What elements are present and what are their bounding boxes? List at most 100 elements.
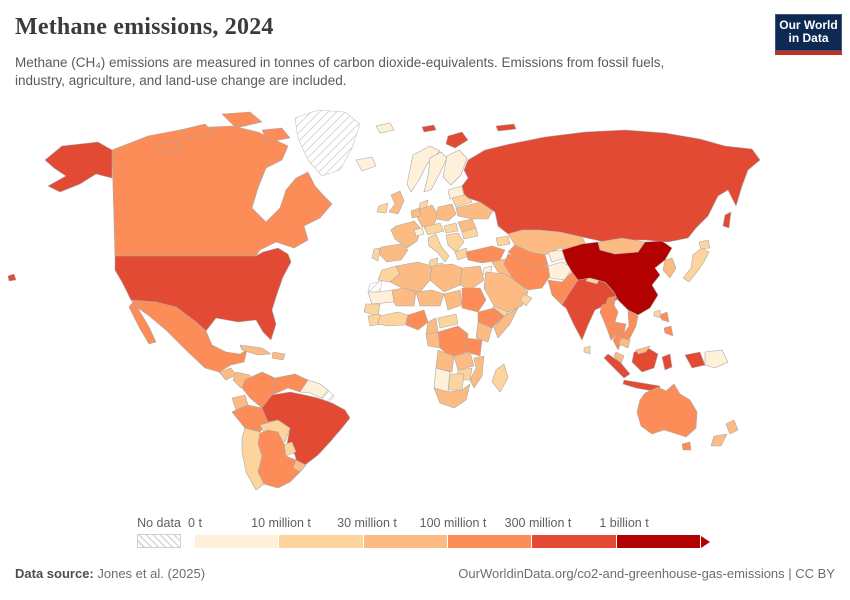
legend-bin-1[interactable] bbox=[195, 535, 280, 548]
country-algeria[interactable] bbox=[389, 261, 433, 293]
country-italy[interactable] bbox=[427, 233, 450, 263]
country-uk[interactable] bbox=[388, 190, 405, 215]
country-tanzania[interactable] bbox=[465, 337, 483, 357]
country-poland[interactable] bbox=[435, 203, 457, 222]
country-new-zealand-south[interactable] bbox=[710, 433, 728, 447]
country-taiwan[interactable] bbox=[653, 309, 662, 319]
country-switzerland[interactable] bbox=[413, 227, 425, 237]
legend-bin-4[interactable] bbox=[447, 535, 533, 548]
country-papua-new-guinea[interactable] bbox=[704, 349, 729, 369]
country-hispaniola[interactable] bbox=[271, 351, 286, 361]
country-greenland[interactable] bbox=[294, 109, 361, 177]
country-mexico[interactable] bbox=[130, 299, 248, 373]
country-cambodia[interactable] bbox=[618, 337, 631, 349]
country-oman[interactable] bbox=[519, 293, 533, 307]
country-sweden[interactable] bbox=[423, 151, 448, 193]
country-czech-austria[interactable] bbox=[423, 222, 445, 236]
country-russia-novaya-zemlya[interactable] bbox=[445, 131, 469, 149]
country-japan[interactable] bbox=[682, 247, 710, 283]
country-angola[interactable] bbox=[435, 349, 455, 373]
country-russia-sakhalin[interactable] bbox=[722, 211, 732, 229]
country-western-sahara[interactable] bbox=[367, 280, 383, 293]
country-somalia[interactable] bbox=[493, 307, 519, 339]
country-zambia[interactable] bbox=[453, 351, 475, 371]
country-afghanistan[interactable] bbox=[547, 261, 573, 281]
country-ethiopia[interactable] bbox=[477, 307, 505, 329]
country-russia[interactable] bbox=[461, 129, 761, 243]
country-chile[interactable] bbox=[241, 427, 265, 491]
country-mali[interactable] bbox=[391, 287, 417, 307]
country-canada[interactable] bbox=[111, 125, 333, 257]
legend-tick-2: 30 million t bbox=[337, 516, 397, 530]
legend-bin-2[interactable] bbox=[279, 535, 364, 548]
country-bulgaria[interactable] bbox=[461, 227, 479, 240]
country-russia-arctic-island[interactable] bbox=[495, 123, 517, 132]
country-mongolia[interactable] bbox=[597, 237, 646, 255]
country-thailand[interactable] bbox=[612, 321, 627, 351]
owid-logo[interactable]: Our World in Data bbox=[775, 14, 842, 55]
country-philippines[interactable] bbox=[659, 311, 670, 323]
country-niger[interactable] bbox=[415, 289, 445, 307]
country-mozambique[interactable] bbox=[469, 355, 485, 389]
country-usa-hawaii[interactable] bbox=[7, 273, 17, 282]
legend-bin-6[interactable] bbox=[616, 535, 701, 548]
country-south-africa[interactable] bbox=[433, 383, 471, 409]
attribution: OurWorldinData.org/co2-and-greenhouse-ga… bbox=[458, 566, 835, 581]
legend-tick-1: 10 million t bbox=[251, 516, 311, 530]
legend-no-data-swatch[interactable] bbox=[137, 534, 181, 548]
country-myanmar[interactable] bbox=[599, 301, 620, 341]
country-benelux[interactable] bbox=[410, 207, 422, 219]
country-indonesia-papua[interactable] bbox=[684, 351, 706, 369]
country-egypt[interactable] bbox=[459, 265, 485, 291]
country-sudan[interactable] bbox=[461, 287, 487, 313]
country-france[interactable] bbox=[390, 220, 422, 249]
country-russia-arctic-island[interactable] bbox=[421, 124, 437, 133]
country-svalbard[interactable] bbox=[375, 122, 395, 134]
country-iceland[interactable] bbox=[355, 156, 377, 172]
country-madagascar[interactable] bbox=[491, 363, 509, 393]
country-spain[interactable] bbox=[378, 243, 409, 263]
country-iran[interactable] bbox=[503, 253, 551, 291]
country-libya[interactable] bbox=[429, 263, 463, 293]
owid-logo-text: Our World in Data bbox=[775, 14, 842, 51]
country-caucasus[interactable] bbox=[495, 235, 511, 247]
country-usa-alaska[interactable] bbox=[44, 141, 113, 193]
country-finland[interactable] bbox=[442, 149, 468, 186]
legend-bin-3[interactable] bbox=[363, 535, 448, 548]
country-canada-island[interactable] bbox=[157, 139, 181, 155]
data-source-label: Data source: bbox=[15, 566, 94, 581]
country-korea[interactable] bbox=[662, 257, 677, 279]
country-nigeria[interactable] bbox=[405, 309, 429, 331]
country-brazil[interactable] bbox=[261, 391, 351, 469]
country-canada-island[interactable] bbox=[261, 127, 291, 143]
country-new-zealand-north[interactable] bbox=[725, 419, 739, 435]
country-mauritania[interactable] bbox=[367, 289, 395, 305]
country-botswana[interactable] bbox=[447, 373, 465, 391]
country-canada-island[interactable] bbox=[179, 123, 216, 141]
country-australia-tasmania[interactable] bbox=[681, 441, 692, 451]
country-indonesia-sumatra[interactable] bbox=[603, 353, 631, 379]
world-map bbox=[7, 109, 761, 491]
country-central-african-republic[interactable] bbox=[437, 313, 459, 329]
country-ireland[interactable] bbox=[376, 202, 389, 214]
country-philippines[interactable] bbox=[663, 325, 674, 337]
country-chad[interactable] bbox=[443, 289, 463, 311]
country-cameroon[interactable] bbox=[425, 317, 439, 335]
country-indonesia-sulawesi[interactable] bbox=[661, 353, 673, 371]
country-cuba[interactable] bbox=[239, 344, 272, 356]
country-malaysia-borneo[interactable] bbox=[635, 345, 651, 355]
country-gabon-congo[interactable] bbox=[425, 331, 441, 349]
country-balkans[interactable] bbox=[445, 232, 465, 253]
country-hungary-slovakia[interactable] bbox=[443, 222, 459, 234]
country-canada-island[interactable] bbox=[221, 111, 263, 129]
country-portugal[interactable] bbox=[371, 247, 381, 262]
country-japan-hokkaido[interactable] bbox=[698, 239, 711, 250]
country-kenya[interactable] bbox=[475, 321, 493, 343]
country-ivory-coast-ghana[interactable] bbox=[377, 311, 409, 327]
country-australia[interactable] bbox=[636, 383, 698, 438]
country-sri-lanka[interactable] bbox=[583, 345, 591, 355]
country-mexico-baja[interactable] bbox=[128, 301, 157, 345]
map-legend: No data 0 t 10 million t 30 million t 10… bbox=[137, 516, 757, 552]
legend-tick-labels: 0 t 10 million t 30 million t 100 millio… bbox=[188, 516, 715, 533]
legend-bin-5[interactable] bbox=[532, 535, 617, 548]
